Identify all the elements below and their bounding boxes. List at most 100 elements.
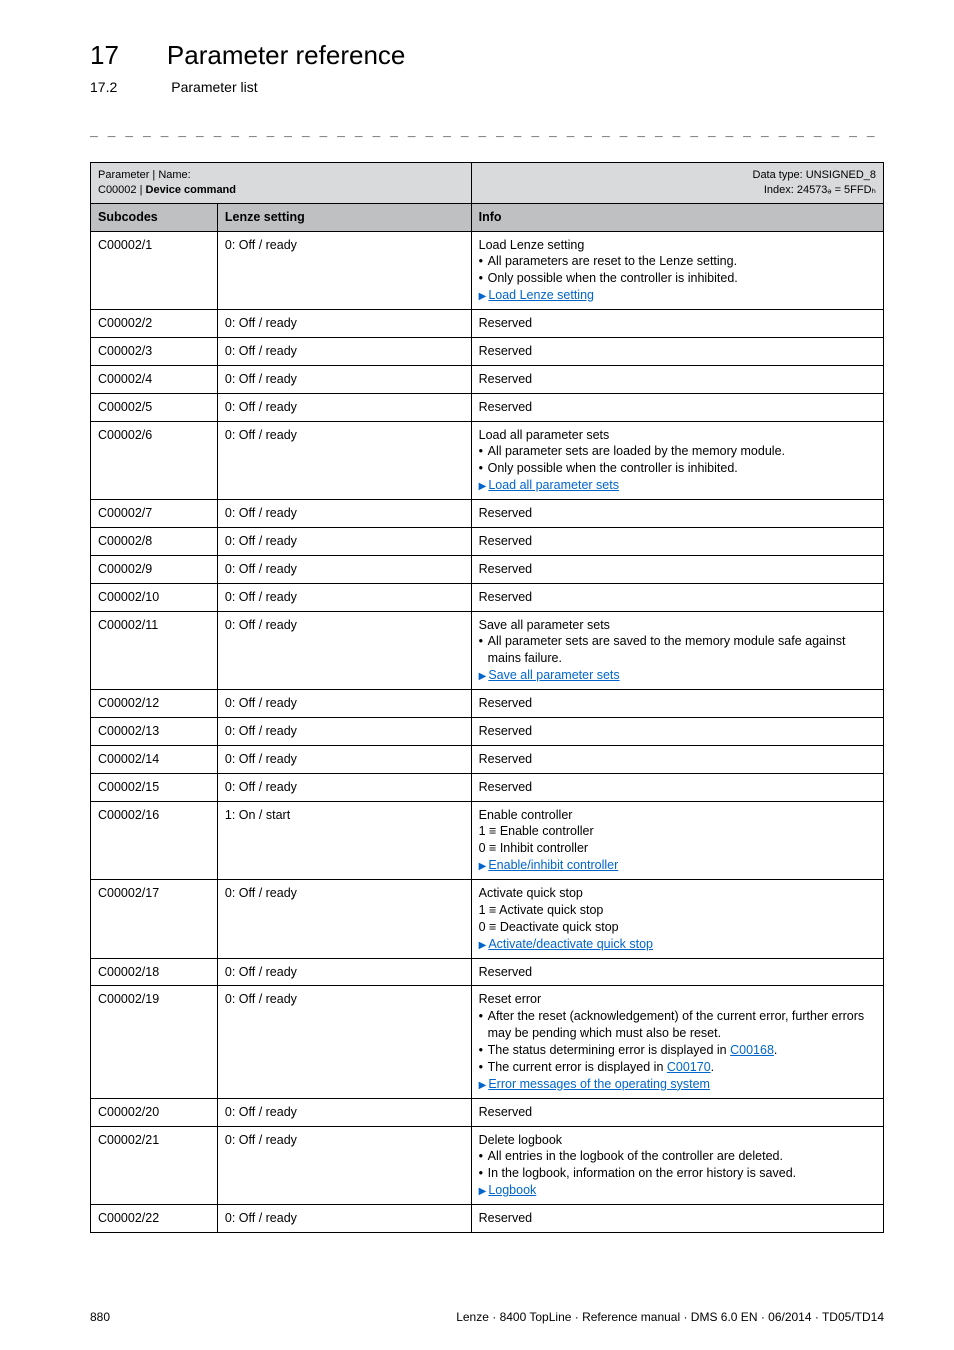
inline-link[interactable]: C00168 <box>730 1043 774 1057</box>
info-bullet: All parameter sets are loaded by the mem… <box>479 443 876 460</box>
cell-setting: 0: Off / ready <box>217 365 471 393</box>
info-link[interactable]: Error messages of the operating system <box>488 1077 710 1091</box>
info-text-post: . <box>774 1043 777 1057</box>
info-link-line: ▶Load all parameter sets <box>479 477 876 494</box>
cell-setting: 0: Off / ready <box>217 690 471 718</box>
cell-subcode: C00002/15 <box>91 773 218 801</box>
info-text: 1 ≡ Activate quick stop <box>479 902 876 919</box>
info-text: Reserved <box>479 589 876 606</box>
meta-left-line2-bold: Device command <box>146 184 236 196</box>
cell-setting: 0: Off / ready <box>217 583 471 611</box>
table-row: C00002/210: Off / ready Delete logbookAll… <box>91 1126 884 1205</box>
cell-subcode: C00002/17 <box>91 880 218 959</box>
cell-setting: 0: Off / ready <box>217 500 471 528</box>
info-link-line: ▶Load Lenze setting <box>479 287 876 304</box>
cell-subcode: C00002/11 <box>91 611 218 690</box>
info-text: Reserved <box>479 399 876 416</box>
cell-subcode: C00002/6 <box>91 421 218 500</box>
meta-right-line2: Index: 24573ₔ = 5FFDₕ <box>764 184 876 196</box>
table-row: C00002/150: Off / readyReserved <box>91 773 884 801</box>
info-text: Delete logbook <box>479 1132 876 1149</box>
cell-setting: 0: Off / ready <box>217 555 471 583</box>
cell-info: Reset errorAfter the reset (acknowledgem… <box>471 986 883 1098</box>
cell-info: Load Lenze setting All parameters are res… <box>471 231 883 310</box>
table-row: C00002/100: Off / readyReserved <box>91 583 884 611</box>
info-link[interactable]: Activate/deactivate quick stop <box>488 937 653 951</box>
table-row: C00002/80: Off / readyReserved <box>91 527 884 555</box>
parameter-table: Parameter | Name: C00002 | Device comman… <box>90 162 884 1233</box>
inline-link[interactable]: C00170 <box>667 1060 711 1074</box>
cell-info: Reserved <box>471 717 883 745</box>
page-number: 880 <box>90 1310 110 1324</box>
cell-subcode: C00002/8 <box>91 527 218 555</box>
cell-info: Reserved <box>471 393 883 421</box>
info-text: Activate quick stop <box>479 885 876 902</box>
triangle-icon: ▶ <box>479 860 487 874</box>
info-text: 1 ≡ Enable controller <box>479 823 876 840</box>
col-info: Info <box>471 203 883 231</box>
info-bullet: All parameters are reset to the Lenze se… <box>479 253 876 270</box>
info-text: Reserved <box>479 723 876 740</box>
cell-setting: 0: Off / ready <box>217 231 471 310</box>
info-bullet: The status determining error is displaye… <box>479 1042 876 1059</box>
info-link[interactable]: Enable/inhibit controller <box>488 858 618 872</box>
cell-info: Save all parameter setsAll parameter set… <box>471 611 883 690</box>
cell-info: Reserved <box>471 555 883 583</box>
table-row: C00002/50: Off / readyReserved <box>91 393 884 421</box>
table-row: C00002/140: Off / readyReserved <box>91 745 884 773</box>
info-text: Reserved <box>479 371 876 388</box>
table-row: C00002/110: Off / readySave all paramete… <box>91 611 884 690</box>
info-link[interactable]: Load Lenze setting <box>488 288 594 302</box>
meta-left-line1: Parameter | Name: <box>98 169 191 181</box>
section-title: Parameter list <box>171 79 257 95</box>
section-header: 17.2 Parameter list <box>90 73 884 95</box>
cell-setting: 0: Off / ready <box>217 1098 471 1126</box>
cell-setting: 0: Off / ready <box>217 773 471 801</box>
info-text: 0 ≡ Deactivate quick stop <box>479 919 876 936</box>
cell-info: Reserved <box>471 583 883 611</box>
meta-right-line1: Data type: UNSIGNED_8 <box>753 169 877 181</box>
cell-subcode: C00002/12 <box>91 690 218 718</box>
cell-info: Reserved <box>471 365 883 393</box>
cell-setting: 0: Off / ready <box>217 1126 471 1205</box>
info-bullet: Only possible when the controller is inh… <box>479 460 876 477</box>
cell-setting: 0: Off / ready <box>217 880 471 959</box>
info-bullet: All entries in the logbook of the contro… <box>479 1148 876 1165</box>
info-link-line: ▶Enable/inhibit controller <box>479 857 876 874</box>
triangle-icon: ▶ <box>479 939 487 953</box>
table-meta-row: Parameter | Name: C00002 | Device comman… <box>91 163 884 204</box>
cell-setting: 1: On / start <box>217 801 471 880</box>
chapter-number: 17 <box>90 40 119 71</box>
cell-info: Reserved <box>471 773 883 801</box>
info-text: 0 ≡ Inhibit controller <box>479 840 876 857</box>
info-text: Reset error <box>479 991 876 1008</box>
info-link[interactable]: Load all parameter sets <box>488 478 619 492</box>
info-link-line: ▶Error messages of the operating system <box>479 1076 876 1093</box>
page: 17 Parameter reference 17.2 Parameter li… <box>0 0 954 1350</box>
info-bullet: In the logbook, information on the error… <box>479 1165 876 1182</box>
cell-subcode: C00002/21 <box>91 1126 218 1205</box>
info-text-post: . <box>711 1060 714 1074</box>
info-link-line: ▶Save all parameter sets <box>479 667 876 684</box>
table-row: C00002/60: Off / readyLoad all parameter… <box>91 421 884 500</box>
cell-setting: 0: Off / ready <box>217 337 471 365</box>
cell-subcode: C00002/16 <box>91 801 218 880</box>
info-text: Reserved <box>479 964 876 981</box>
page-footer: 880 Lenze · 8400 TopLine · Reference man… <box>90 1310 884 1324</box>
meta-left-line2-prefix: C00002 | <box>98 184 146 196</box>
cell-setting: 0: Off / ready <box>217 611 471 690</box>
info-link[interactable]: Save all parameter sets <box>488 668 619 682</box>
table-row: C00002/180: Off / readyReserved <box>91 958 884 986</box>
info-link[interactable]: Logbook <box>488 1183 536 1197</box>
info-text: Load all parameter sets <box>479 427 876 444</box>
cell-subcode: C00002/19 <box>91 986 218 1098</box>
cell-info: Reserved <box>471 500 883 528</box>
cell-setting: 0: Off / ready <box>217 745 471 773</box>
info-text: Reserved <box>479 561 876 578</box>
table-column-header: Subcodes Lenze setting Info <box>91 203 884 231</box>
cell-setting: 0: Off / ready <box>217 310 471 338</box>
info-text: Reserved <box>479 505 876 522</box>
col-subcodes: Subcodes <box>91 203 218 231</box>
cell-info: Activate quick stop1 ≡ Activate quick st… <box>471 880 883 959</box>
triangle-icon: ▶ <box>479 1079 487 1093</box>
